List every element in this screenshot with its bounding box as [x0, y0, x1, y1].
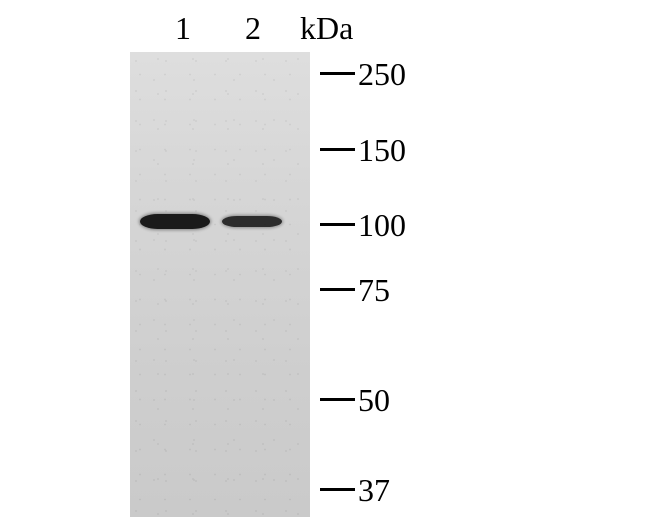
marker-tick-75	[320, 288, 355, 291]
marker-tick-250	[320, 72, 355, 75]
band-lane-2	[222, 216, 282, 227]
marker-label-37: 37	[358, 472, 390, 509]
blot-noise	[130, 52, 310, 517]
marker-label-100: 100	[358, 207, 406, 244]
marker-tick-37	[320, 488, 355, 491]
marker-label-150: 150	[358, 132, 406, 169]
unit-label: kDa	[300, 10, 353, 47]
lane-label-2: 2	[245, 10, 261, 47]
marker-tick-50	[320, 398, 355, 401]
marker-tick-100	[320, 223, 355, 226]
marker-tick-150	[320, 148, 355, 151]
blot-membrane	[130, 52, 310, 517]
marker-label-75: 75	[358, 272, 390, 309]
marker-label-50: 50	[358, 382, 390, 419]
marker-label-250: 250	[358, 56, 406, 93]
band-lane-1	[140, 214, 210, 229]
western-blot-figure: 1 2 kDa 250 150 100 75 50 37	[130, 10, 580, 510]
lane-label-1: 1	[175, 10, 191, 47]
